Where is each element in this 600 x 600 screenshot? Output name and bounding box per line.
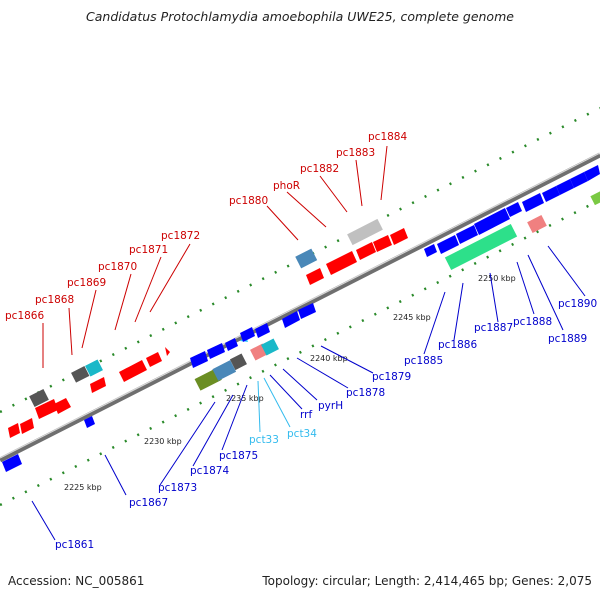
label-pc1886[interactable]: pc1886 — [438, 339, 477, 351]
gene-blue-2[interactable] — [255, 323, 270, 338]
label-pc1871[interactable]: pc1871 — [129, 244, 168, 256]
label-pc1875[interactable]: pc1875 — [219, 450, 258, 462]
tick-label-2250: 2250 kbp — [478, 274, 516, 283]
reverse-strand-features — [2, 165, 600, 472]
label-pc1885[interactable]: pc1885 — [404, 355, 443, 367]
gene-pc1887[interactable] — [456, 225, 478, 244]
gene-blue-3[interactable] — [542, 186, 560, 202]
coordinate-labels: 2225 kbp 2230 kbp 2235 kbp 2240 kbp 2245… — [64, 274, 516, 492]
label-phoR[interactable]: phoR — [273, 180, 300, 192]
gene-pyrH[interactable] — [298, 303, 316, 319]
inner-tick-track — [0, 198, 600, 507]
gene-pc1868b[interactable] — [54, 398, 71, 414]
tick-label-2225: 2225 kbp — [64, 483, 102, 492]
gene-pc1884[interactable] — [390, 228, 408, 245]
genome-backbone — [0, 152, 600, 463]
gene-grey-1[interactable] — [29, 389, 49, 407]
label-pct33[interactable]: pct33 — [249, 434, 279, 446]
gene-pink-1[interactable] — [527, 215, 547, 233]
forward-strand-features — [8, 190, 600, 438]
forward-leader-lines — [42, 145, 388, 368]
gene-pc1886[interactable] — [437, 235, 459, 254]
label-pc1874[interactable]: pc1874 — [190, 465, 229, 477]
gene-pc1889[interactable] — [506, 202, 522, 217]
gene-cyan-1[interactable] — [85, 359, 103, 377]
gene-pc1890[interactable] — [522, 193, 544, 212]
gene-pc1882[interactable] — [356, 242, 376, 260]
tick-label-2230: 2230 kbp — [144, 437, 182, 446]
gene-blue-1[interactable] — [240, 327, 255, 342]
label-pc1869[interactable]: pc1869 — [67, 277, 106, 289]
label-pc1868[interactable]: pc1868 — [35, 294, 74, 306]
gene-lightgrey-1[interactable] — [347, 218, 383, 246]
accession-text: Accession: NC_005861 — [8, 574, 145, 588]
label-pc1882[interactable]: pc1882 — [300, 163, 339, 175]
gene-steelblue-2[interactable] — [212, 360, 237, 381]
label-pct34[interactable]: pct34 — [287, 428, 317, 440]
tick-label-2235: 2235 kbp — [226, 394, 264, 403]
reverse-gene-labels: pc1861 pc1867 pc1873 pc1874 pc1875 rrf p… — [55, 298, 597, 551]
rna-gene-labels: pct33 pct34 — [249, 428, 317, 446]
gene-blue-5[interactable] — [570, 172, 588, 188]
rna-leader-lines — [257, 377, 291, 433]
label-pc1870[interactable]: pc1870 — [98, 261, 137, 273]
gene-pc1870[interactable] — [119, 360, 147, 382]
gene-pc1866b[interactable] — [20, 418, 34, 434]
label-pyrH[interactable]: pyrH — [318, 400, 343, 412]
gene-rrf[interactable] — [282, 311, 300, 328]
gene-pc1888[interactable] — [474, 208, 510, 235]
tick-label-2240: 2240 kbp — [310, 354, 348, 363]
gene-blue-4[interactable] — [556, 179, 574, 195]
label-pc1883[interactable]: pc1883 — [336, 147, 375, 159]
gene-pc1885[interactable] — [424, 244, 437, 257]
label-pc1878[interactable]: pc1878 — [346, 387, 385, 399]
label-pc1872[interactable]: pc1872 — [161, 230, 200, 242]
label-pc1889[interactable]: pc1889 — [548, 333, 587, 345]
gene-pc1868[interactable] — [35, 399, 58, 419]
topology-text: Topology: circular; Length: 2,414,465 bp… — [262, 574, 592, 588]
gene-pc1871[interactable] — [146, 352, 162, 367]
label-pc1861[interactable]: pc1861 — [55, 539, 94, 551]
gene-pc1880[interactable] — [306, 268, 324, 285]
gene-pc1861[interactable] — [2, 454, 22, 472]
gene-phoR[interactable] — [326, 251, 357, 275]
label-pc1884[interactable]: pc1884 — [368, 131, 407, 143]
label-pc1887[interactable]: pc1887 — [474, 322, 513, 334]
gene-grey-3[interactable] — [229, 353, 247, 371]
label-pc1867[interactable]: pc1867 — [129, 497, 168, 509]
gene-pc1873[interactable] — [190, 351, 208, 368]
gene-pc1866[interactable] — [8, 423, 20, 438]
label-pc1888[interactable]: pc1888 — [513, 316, 552, 328]
label-pc1880[interactable]: pc1880 — [229, 195, 268, 207]
gene-green-1[interactable] — [590, 190, 600, 206]
forward-gene-labels: pc1866 pc1868 pc1869 pc1870 pc1871 pc187… — [5, 131, 407, 322]
label-pc1879[interactable]: pc1879 — [372, 371, 411, 383]
gene-pc1875[interactable] — [225, 338, 238, 351]
label-rrf[interactable]: rrf — [300, 409, 312, 421]
label-pc1866[interactable]: pc1866 — [5, 310, 44, 322]
gene-pc1869[interactable] — [90, 377, 106, 393]
gene-pc1872[interactable] — [165, 347, 170, 356]
gene-grey-2[interactable] — [71, 366, 90, 383]
gene-mint-1[interactable] — [444, 223, 518, 271]
gene-cyan-2[interactable] — [261, 338, 279, 356]
tick-label-2245: 2245 kbp — [393, 313, 431, 322]
label-pc1890[interactable]: pc1890 — [558, 298, 597, 310]
label-pc1873[interactable]: pc1873 — [158, 482, 197, 494]
reverse-leader-lines — [31, 245, 586, 541]
gene-pc1874[interactable] — [207, 343, 225, 359]
gene-pc1867[interactable] — [84, 416, 95, 428]
map-title: Candidatus Protochlamydia amoebophila UW… — [86, 9, 514, 24]
gene-steelblue-1[interactable] — [295, 248, 318, 269]
gene-blue-6[interactable] — [584, 165, 600, 181]
gene-pc1883[interactable] — [373, 235, 392, 252]
